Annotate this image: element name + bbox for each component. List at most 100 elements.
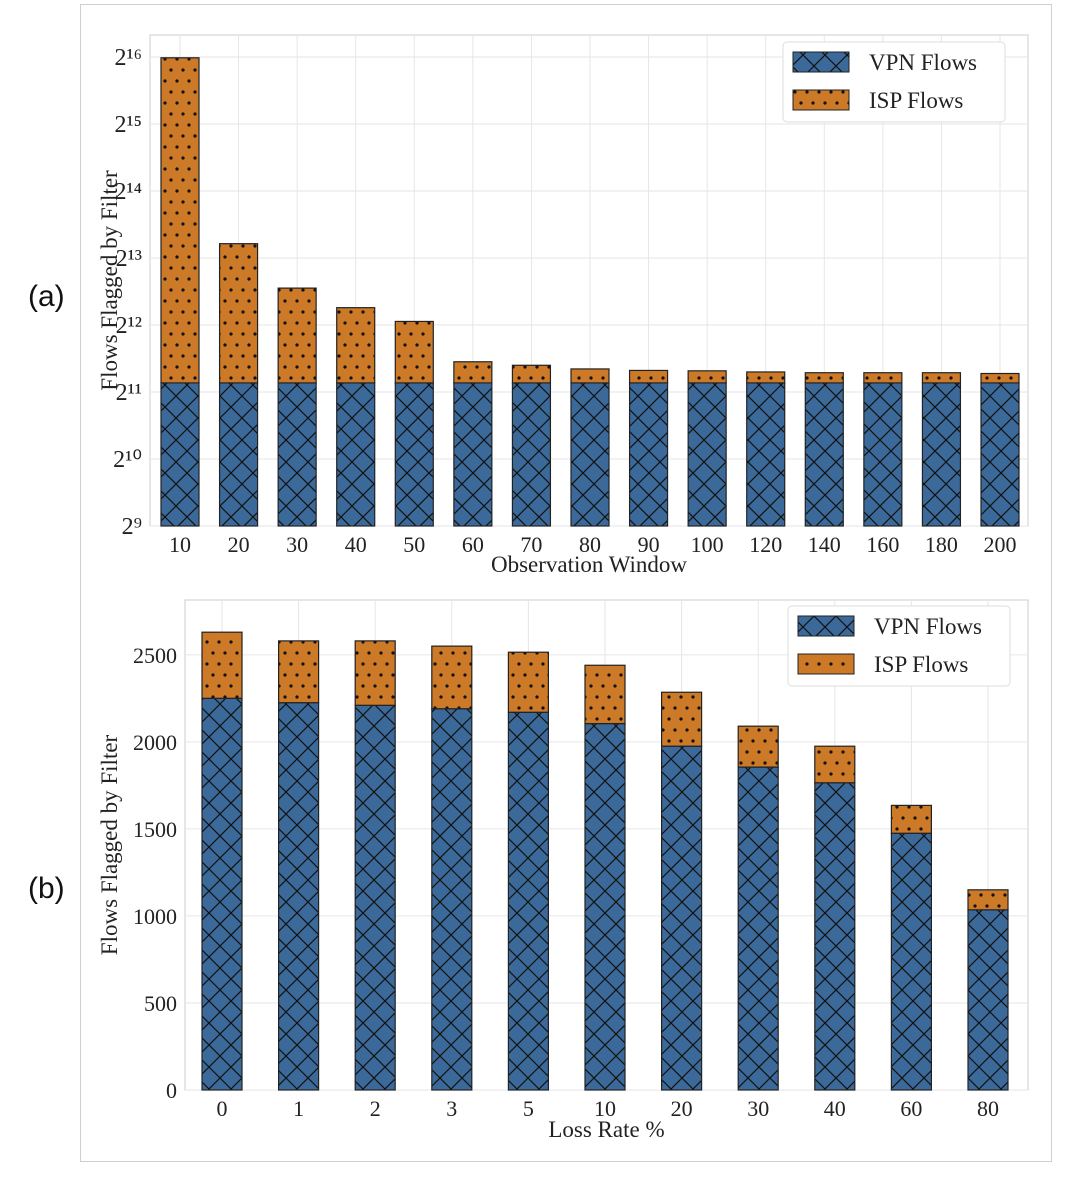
y-tick-label: 2¹⁴: [114, 179, 142, 205]
x-tick-label: 180: [925, 532, 958, 557]
bar-isp: [584, 664, 626, 725]
x-tick-label: 200: [984, 532, 1017, 557]
legend-label: ISP Flows: [874, 652, 968, 677]
bar-isp: [570, 368, 610, 384]
bar-isp: [967, 889, 1009, 911]
bar-isp: [511, 364, 552, 384]
bar-vpn: [737, 766, 779, 1091]
x-tick-label: 10: [594, 1096, 616, 1121]
bar-vpn: [570, 382, 610, 527]
bar-isp: [336, 307, 376, 384]
bar-isp: [431, 645, 473, 710]
x-tick-label: 20: [671, 1096, 693, 1121]
legend-swatch-isp: [797, 653, 855, 675]
x-tick-label: 80: [977, 1096, 999, 1121]
bar-vpn: [687, 382, 727, 527]
x-tick-label: 10: [169, 532, 191, 557]
legend-label: VPN Flows: [874, 614, 982, 639]
bar-isp: [737, 725, 779, 768]
bar-vpn: [336, 382, 376, 527]
bar-isp: [687, 370, 727, 384]
bar-vpn: [218, 382, 259, 527]
bar-vpn: [277, 382, 317, 527]
y-tick-label: 2000: [133, 730, 177, 755]
bar-vpn: [278, 702, 320, 1091]
bar-isp: [746, 371, 786, 384]
figure-frame: [80, 4, 1052, 1162]
panel-label-a: (a): [28, 280, 65, 313]
bar-isp: [804, 372, 844, 384]
y-tick-label: 1500: [133, 817, 177, 842]
bar-isp: [628, 369, 669, 384]
bar-isp: [278, 640, 320, 704]
y-tick-label: 2¹⁶: [114, 45, 142, 71]
bar-isp: [921, 372, 962, 384]
bar-isp: [980, 372, 1020, 384]
x-tick-label: 90: [638, 532, 660, 557]
bar-isp: [453, 361, 493, 384]
y-tick-label: 1000: [133, 904, 177, 929]
x-tick-label: 5: [523, 1096, 534, 1121]
x-tick-label: 100: [691, 532, 724, 557]
bar-vpn: [967, 909, 1009, 1091]
bar-isp: [507, 651, 549, 713]
x-tick-label: 60: [462, 532, 484, 557]
legend-swatch-isp: [792, 89, 850, 111]
y-tick-label: 2¹¹: [116, 380, 142, 406]
bar-vpn: [921, 382, 962, 527]
bar-vpn: [804, 382, 844, 527]
bar-isp: [394, 320, 434, 384]
bar-isp: [354, 640, 396, 706]
y-tick-label: 2¹³: [116, 246, 142, 272]
x-axis-label: Loss Rate %: [548, 1117, 664, 1142]
bar-vpn: [511, 382, 552, 527]
legend-label: ISP Flows: [869, 88, 963, 113]
x-tick-label: 60: [900, 1096, 922, 1121]
x-tick-label: 20: [228, 532, 250, 557]
bar-isp: [660, 691, 703, 747]
bar-vpn: [746, 382, 786, 527]
bar-isp: [277, 287, 317, 384]
x-tick-label: 3: [446, 1096, 457, 1121]
bar-isp: [890, 804, 933, 834]
chart-a: 2⁹ 2¹⁰ 2¹¹ 2¹² 2¹³ 2¹⁴ 2¹⁵ 2¹⁶ 10 20 30 40 50 60 70 80 9…: [97, 34, 1029, 577]
y-tick-label: 2500: [133, 643, 177, 668]
x-axis-label: Observation Window: [491, 552, 687, 577]
bar-vpn: [660, 745, 703, 1091]
bar-isp: [201, 631, 243, 699]
bar-vpn: [431, 708, 473, 1091]
legend-swatch-vpn: [792, 51, 850, 73]
x-tick-label: 30: [747, 1096, 769, 1121]
bar-isp: [160, 57, 200, 384]
bar-isp: [218, 243, 259, 384]
chart-b: 0 500 1000 1500 2000 2500 0 1 2 3 5 10 20 30 40 60 80 Los…: [97, 599, 1029, 1142]
x-tick-label: 160: [866, 532, 899, 557]
x-tick-label: 70: [520, 532, 542, 557]
panel-label-b: (b): [28, 872, 65, 905]
bar-vpn: [453, 382, 493, 527]
y-axis-label: Flows Flagged by Filter: [97, 734, 122, 955]
x-tick-label: 40: [345, 532, 367, 557]
legend-label: VPN Flows: [869, 50, 977, 75]
y-tick-label: 2¹⁵: [114, 112, 142, 138]
x-tick-label: 80: [579, 532, 601, 557]
bar-vpn: [507, 711, 549, 1091]
bar-vpn: [394, 382, 434, 527]
bar-vpn: [814, 782, 856, 1091]
legend-swatch-vpn: [797, 615, 855, 637]
x-tick-label: 140: [808, 532, 841, 557]
bar-vpn: [980, 382, 1020, 527]
y-tick-label: 2¹⁰: [113, 447, 142, 473]
bar-vpn: [628, 382, 669, 527]
x-tick-label: 50: [403, 532, 425, 557]
y-tick-label: 2⁹: [122, 514, 142, 540]
y-axis-label: Flows Flagged by Filter: [97, 170, 122, 391]
bar-vpn: [863, 382, 903, 527]
bar-vpn: [890, 832, 933, 1091]
x-tick-label: 30: [286, 532, 308, 557]
bar-vpn: [354, 704, 396, 1091]
bar-vpn: [160, 382, 200, 527]
x-tick-label: 120: [749, 532, 782, 557]
bar-vpn: [584, 722, 626, 1091]
